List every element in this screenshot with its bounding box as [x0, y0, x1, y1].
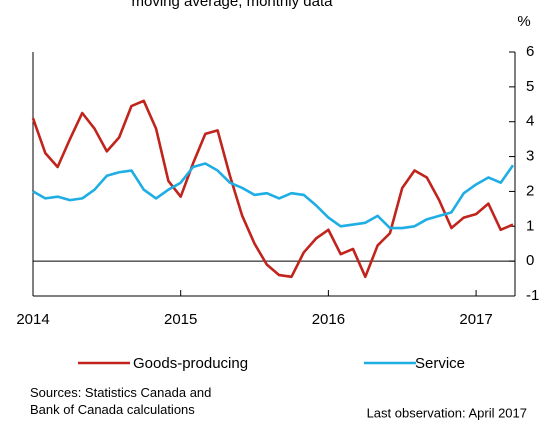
source-box: Sources: Statistics Canada and Bank of C…	[30, 385, 212, 417]
series-line	[31, 99, 514, 279]
y-tick-label: 4	[526, 113, 534, 130]
x-tick-label: 2014	[16, 311, 49, 328]
x-tick-label: 2017	[459, 311, 492, 328]
x-tick-label: 2015	[164, 311, 197, 328]
chart-subtitle: moving average, monthly data	[132, 0, 334, 10]
legend-label: Goods-producing	[133, 355, 248, 372]
y-tick-label: 6	[526, 43, 534, 60]
source: Sources: Statistics Canada and Bank of C…	[30, 385, 212, 417]
legend-label: Service	[415, 355, 465, 372]
x-tick-label: 2016	[312, 311, 345, 328]
y-tick-label: 5	[526, 78, 534, 95]
y-unit: %	[517, 13, 530, 30]
series-line	[32, 162, 515, 230]
y-tick-label: 1	[526, 217, 534, 234]
y-tick-label: 3	[526, 148, 534, 165]
y-tick-label: -1	[526, 287, 539, 304]
y-tick-label: 0	[526, 252, 534, 269]
y-tick-label: 2	[526, 182, 534, 199]
note: Last observation: April 2017	[367, 405, 527, 420]
